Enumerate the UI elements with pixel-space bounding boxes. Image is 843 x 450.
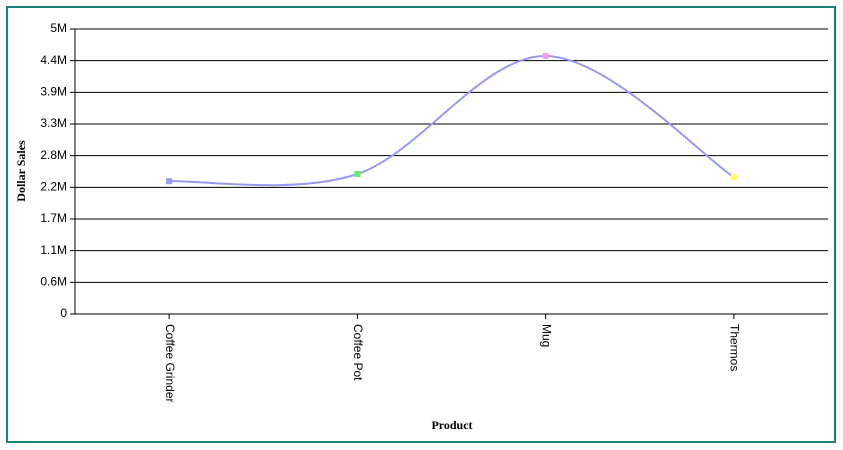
y-tick-label: 1.1M bbox=[40, 243, 67, 257]
x-tick-label: Thermos bbox=[728, 324, 742, 371]
marker bbox=[730, 174, 737, 181]
x-tick-label: Mug bbox=[539, 324, 553, 347]
y-tick-label: 3.3M bbox=[40, 116, 67, 130]
line bbox=[169, 55, 735, 187]
marker bbox=[354, 171, 361, 178]
marker bbox=[542, 53, 549, 60]
y-tick-label: 3.9M bbox=[40, 85, 67, 99]
marker bbox=[166, 178, 173, 185]
y-axis-title: Dollar Sales bbox=[14, 140, 28, 202]
x-tick-label: Coffee Grinder bbox=[163, 324, 177, 403]
y-tick-label: 2.8M bbox=[40, 148, 67, 162]
y-tick-label: 4.4M bbox=[40, 53, 67, 67]
x-tick-label: Coffee Pot bbox=[351, 324, 365, 381]
y-tick-label: 1.7M bbox=[40, 211, 67, 225]
y-tick-label: 5M bbox=[50, 21, 67, 35]
chart-frame bbox=[6, 6, 836, 443]
x-axis-title: Product bbox=[431, 418, 472, 432]
y-tick-label: 0 bbox=[60, 306, 67, 320]
y-tick-label: 0.6M bbox=[40, 275, 67, 289]
y-tick-label: 2.2M bbox=[40, 180, 67, 194]
